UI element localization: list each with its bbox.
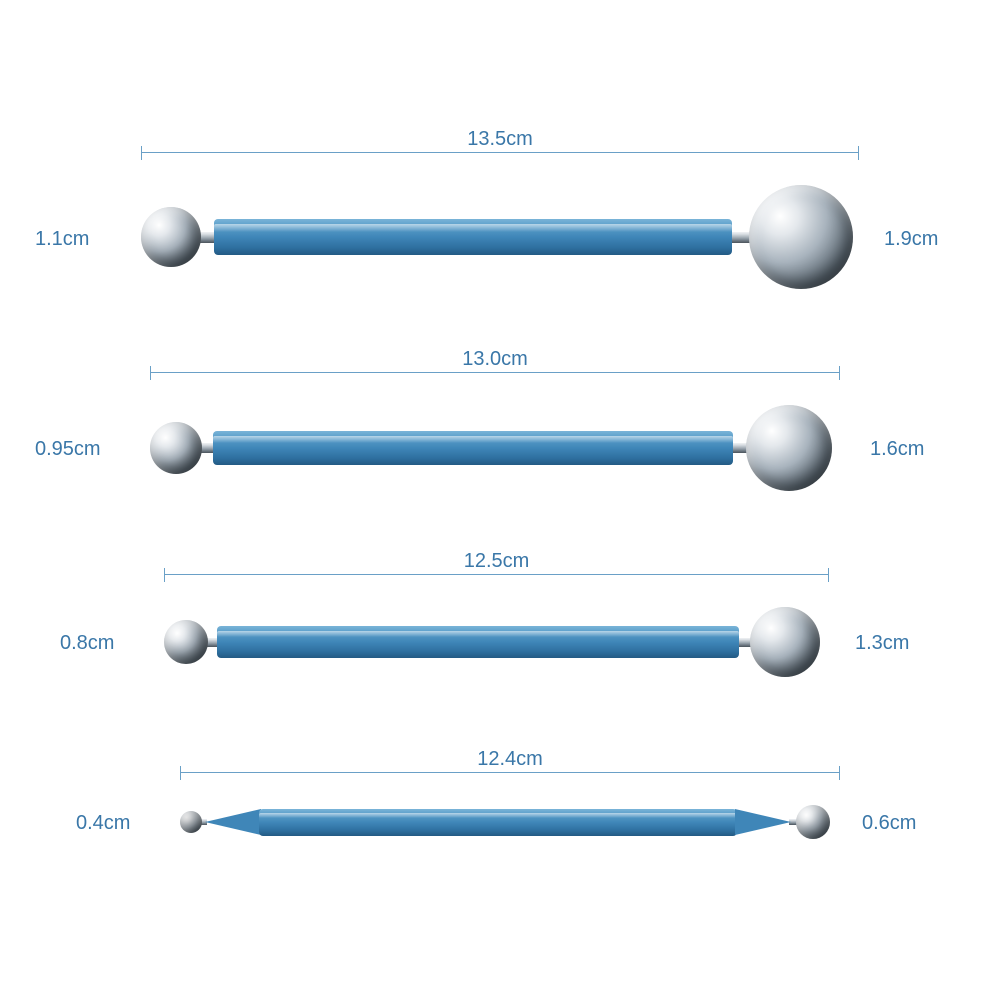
handle (217, 626, 739, 658)
length-label: 13.5cm (461, 128, 539, 151)
ball-left (141, 207, 201, 267)
right-ball-label: 1.9cm (884, 228, 938, 251)
right-ball-label: 1.3cm (855, 632, 909, 655)
length-label: 12.5cm (458, 550, 536, 573)
handle (259, 809, 737, 836)
dimension-tick-right (839, 766, 840, 780)
dimension-tick-left (164, 568, 165, 582)
dimension-tick-right (858, 146, 859, 160)
ball-left (164, 620, 208, 664)
length-label: 12.4cm (471, 748, 549, 771)
handle (214, 219, 732, 255)
modeling-tool (164, 607, 820, 677)
dimension-tick-left (141, 146, 142, 160)
right-ball-label: 0.6cm (862, 812, 916, 835)
right-ball-label: 1.6cm (870, 438, 924, 461)
ball-right (796, 805, 830, 839)
ball-right (750, 607, 820, 677)
diagram-canvas: 13.5cm 1.1cm 1.9cm 13.0cm 0.95cm 1.6cm 12.5cm 0… (0, 0, 1000, 1000)
dimension-line (150, 372, 840, 373)
left-ball-label: 1.1cm (35, 228, 89, 251)
length-dimension: 13.5cm (141, 130, 859, 160)
dimension-line (141, 152, 859, 153)
ball-left (150, 422, 202, 474)
length-dimension: 13.0cm (150, 350, 840, 380)
ball-left (180, 811, 202, 833)
modeling-tool (180, 805, 830, 839)
modeling-tool (141, 185, 853, 289)
left-ball-label: 0.4cm (76, 812, 130, 835)
dimension-tick-left (180, 766, 181, 780)
length-label: 13.0cm (456, 348, 534, 371)
taper-right (735, 809, 791, 835)
dimension-line (164, 574, 829, 575)
left-ball-label: 0.95cm (35, 438, 101, 461)
ball-right (746, 405, 832, 491)
dimension-tick-left (150, 366, 151, 380)
length-dimension: 12.4cm (180, 750, 840, 780)
dimension-line (180, 772, 840, 773)
handle (213, 431, 733, 465)
taper-left (205, 809, 261, 835)
modeling-tool (150, 405, 832, 491)
ball-right (749, 185, 853, 289)
dimension-tick-right (839, 366, 840, 380)
length-dimension: 12.5cm (164, 552, 829, 582)
dimension-tick-right (828, 568, 829, 582)
left-ball-label: 0.8cm (60, 632, 114, 655)
